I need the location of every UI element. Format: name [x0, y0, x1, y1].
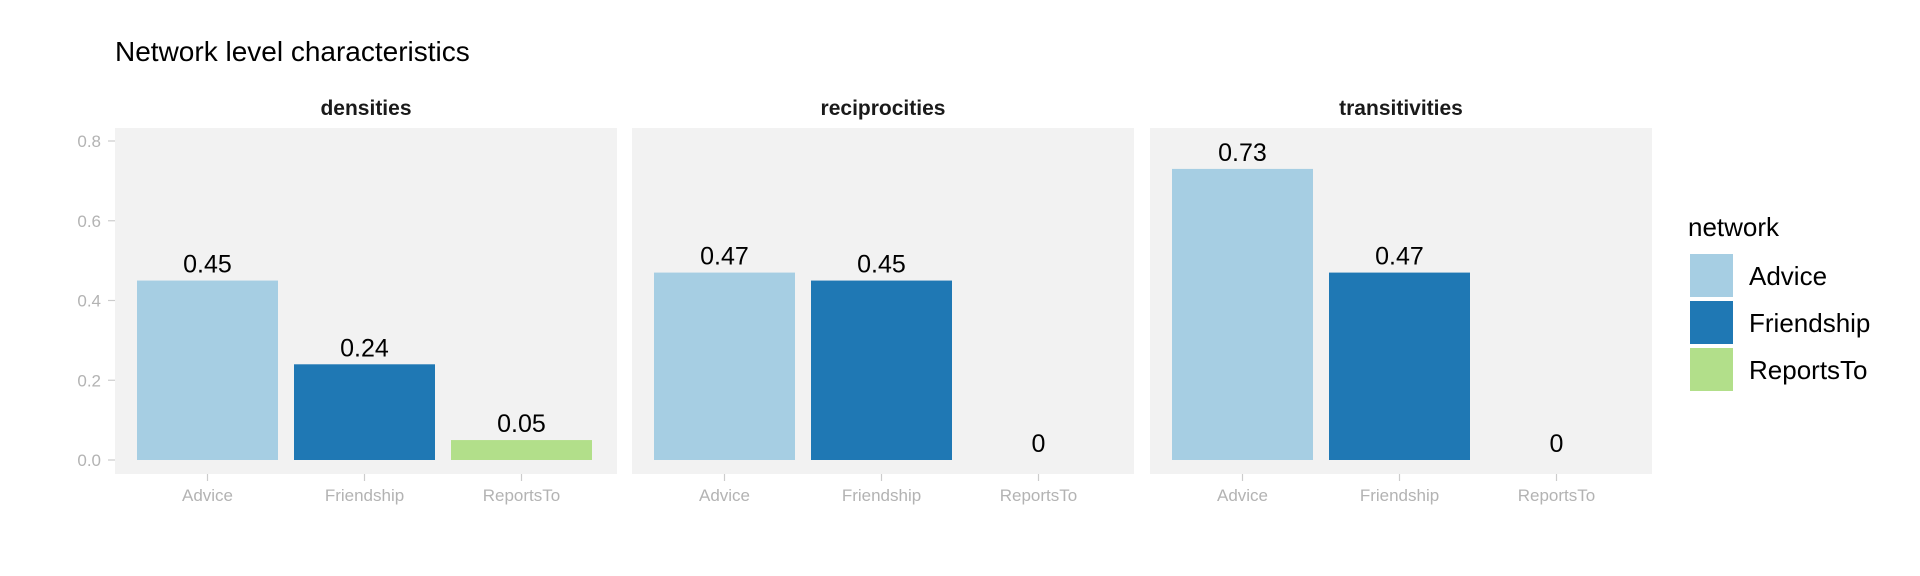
bar-densities-friendship [294, 364, 435, 460]
legend-label: Advice [1749, 261, 1827, 291]
x-tick-label: ReportsTo [483, 486, 560, 505]
bar-transitivities-advice [1172, 168, 1313, 460]
bar-value-label: 0.45 [857, 251, 906, 279]
legend-title: network [1688, 212, 1780, 242]
facet-panel-reciprocities: reciprocities 0.47 Advice 0.45 Friendship 0 Re… [632, 97, 1134, 505]
legend-key-friendship [1690, 301, 1733, 344]
legend-key-advice [1690, 254, 1733, 297]
facet-strip-label: transitivities [1339, 97, 1463, 120]
bar-transitivities-friendship [1329, 272, 1470, 460]
y-axis: 0.0 0.2 0.4 0.6 0.8 [77, 132, 115, 470]
legend-key-reportsto [1690, 348, 1733, 391]
facet-strip-label: reciprocities [821, 97, 946, 120]
x-tick-label: Friendship [842, 486, 921, 505]
x-tick-label: ReportsTo [1518, 486, 1595, 505]
bar-reciprocities-friendship [811, 280, 952, 460]
bar-reciprocities-advice [654, 272, 795, 460]
x-tick-label: Advice [182, 486, 233, 505]
bar-value-label: 0 [1032, 430, 1046, 458]
legend-label: ReportsTo [1749, 355, 1868, 385]
y-tick-label: 0.6 [77, 212, 101, 231]
facet-panel-densities: densities 0.45 Advice 0.24 Friendship 0.05 Rep… [115, 97, 617, 505]
y-tick-label: 0.4 [77, 292, 101, 311]
x-tick-label: ReportsTo [1000, 486, 1077, 505]
x-tick-label: Advice [699, 486, 750, 505]
chart-title: Network level characteristics [115, 36, 470, 67]
facet-panel-transitivities: transitivities 0.73 Advice 0.47 Friendship 0 R… [1150, 97, 1652, 505]
facet-panels: densities 0.45 Advice 0.24 Friendship 0.05 Rep… [115, 97, 1652, 505]
x-tick-label: Friendship [1360, 486, 1439, 505]
bar-densities-advice [137, 280, 278, 460]
x-tick-label: Advice [1217, 486, 1268, 505]
bar-value-label: 0.73 [1218, 139, 1267, 167]
legend: network Advice Friendship ReportsTo [1688, 212, 1870, 391]
facet-strip-label: densities [320, 97, 411, 120]
bar-value-label: 0.47 [1375, 243, 1424, 271]
y-tick-label: 0.8 [77, 132, 101, 151]
bar-value-label: 0.05 [497, 410, 546, 438]
bar-value-label: 0.47 [700, 243, 749, 271]
y-tick-label: 0.2 [77, 371, 101, 390]
y-tick-label: 0.0 [77, 451, 101, 470]
bar-value-label: 0.24 [340, 334, 389, 362]
x-tick-label: Friendship [325, 486, 404, 505]
legend-label: Friendship [1749, 308, 1870, 338]
bar-value-label: 0 [1550, 430, 1564, 458]
bar-value-label: 0.45 [183, 251, 232, 279]
bar-densities-reportsto [451, 440, 592, 460]
